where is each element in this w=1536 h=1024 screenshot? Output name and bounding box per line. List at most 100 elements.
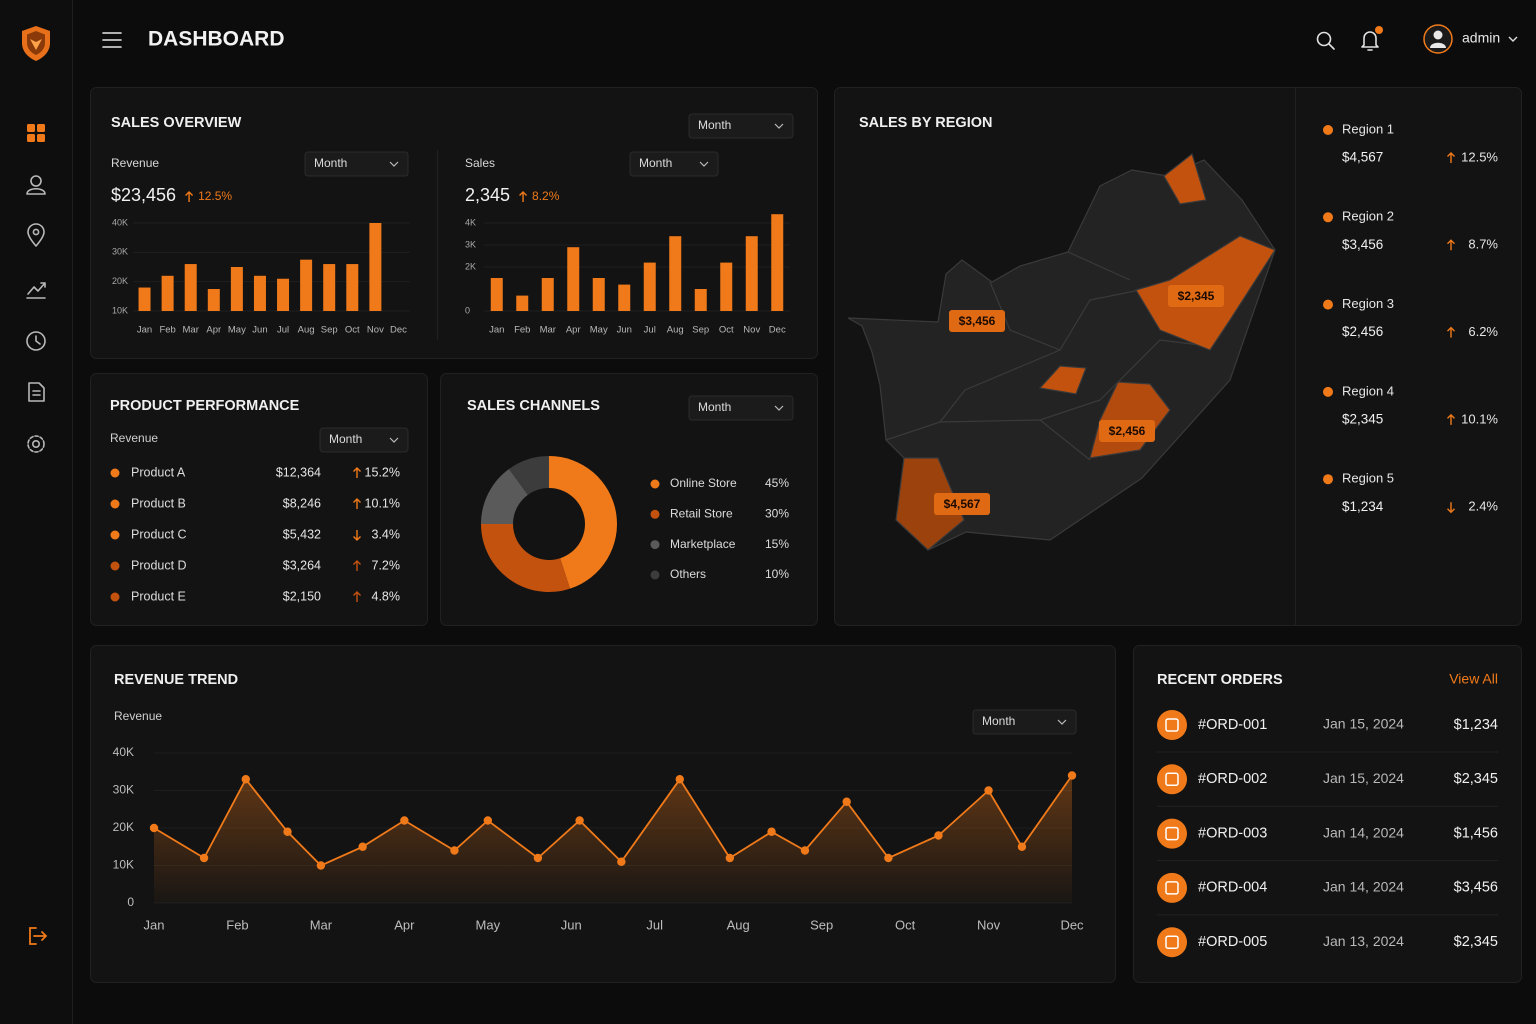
map-label-bg xyxy=(1168,285,1224,307)
recent-orders-panel xyxy=(1133,645,1522,983)
bar xyxy=(300,259,313,311)
menu-button[interactable] xyxy=(102,32,122,48)
point xyxy=(1017,842,1027,851)
trend-arrow xyxy=(1447,326,1455,338)
y-tick-label: 2K xyxy=(465,261,476,271)
x-tick-label: Dec xyxy=(769,325,786,336)
point xyxy=(575,816,584,825)
order-id: #ORD-003 xyxy=(1198,825,1267,841)
view-all-link[interactable]: View All xyxy=(1449,671,1498,687)
nav-history[interactable] xyxy=(26,331,46,351)
trend-arrow xyxy=(1447,413,1455,425)
x-tick-label: May xyxy=(228,325,246,336)
x-tick-label: Jan xyxy=(137,325,152,336)
legend-label: Marketplace xyxy=(670,537,736,551)
bar xyxy=(669,236,682,311)
x-tick-label: Mar xyxy=(183,325,199,336)
notifications-button[interactable] xyxy=(1361,26,1383,51)
y-tick-label: 4K xyxy=(465,217,476,227)
bar xyxy=(253,275,266,311)
bar xyxy=(771,214,784,311)
period-dropdown[interactable] xyxy=(688,113,794,139)
bar xyxy=(745,236,758,311)
product-value: $5,432 xyxy=(283,527,321,541)
legend-swatch xyxy=(650,479,660,489)
logo[interactable] xyxy=(22,26,50,61)
point xyxy=(241,775,250,784)
search-button[interactable] xyxy=(1316,31,1335,50)
period-dropdown[interactable] xyxy=(688,395,794,421)
region-change: 8.7% xyxy=(1468,237,1498,252)
order-icon-glyph xyxy=(1165,881,1179,895)
x-tick-label: Nov xyxy=(743,325,760,336)
trend-arrow xyxy=(353,530,361,541)
product-name: Product A xyxy=(131,465,186,479)
product-name: Product E xyxy=(131,589,186,603)
trend-arrow xyxy=(1447,239,1455,251)
x-tick-label: Apr xyxy=(394,917,415,932)
x-tick-label: Jan xyxy=(489,325,504,336)
bar xyxy=(643,262,656,311)
logout[interactable] xyxy=(29,927,48,945)
dropdown-chevron[interactable] xyxy=(699,161,709,167)
x-tick-label: Sep xyxy=(810,917,833,932)
donut-segment xyxy=(481,468,528,524)
trend-arrow xyxy=(185,191,194,202)
bar xyxy=(516,295,529,311)
order-id: #ORD-001 xyxy=(1198,717,1267,733)
nav-settings[interactable] xyxy=(27,435,45,453)
product-swatch xyxy=(110,530,120,540)
dropdown-chevron[interactable] xyxy=(774,405,784,411)
bar xyxy=(618,284,631,311)
region-change: 10.1% xyxy=(1461,411,1498,426)
point xyxy=(842,797,851,806)
order-icon-glyph xyxy=(1165,826,1179,841)
product-name: Product C xyxy=(131,527,187,541)
nav-analytics[interactable] xyxy=(26,282,46,299)
x-tick-label: Sep xyxy=(321,325,338,336)
nav-dashboard[interactable] xyxy=(27,124,45,142)
bar xyxy=(277,278,290,311)
period-dropdown[interactable] xyxy=(304,151,409,177)
x-tick-label: Dec xyxy=(1060,917,1084,932)
donut-segment xyxy=(549,456,617,589)
x-tick-label: Oct xyxy=(895,917,916,932)
user-avatar[interactable] xyxy=(1423,24,1453,54)
nav-location[interactable] xyxy=(27,223,45,247)
x-tick-label: Jan xyxy=(144,917,165,932)
x-tick-label: Mar xyxy=(540,325,556,336)
legend-swatch xyxy=(650,509,660,519)
period-dropdown[interactable] xyxy=(629,151,719,177)
dropdown-chevron[interactable] xyxy=(389,437,399,443)
order-id: #ORD-004 xyxy=(1198,880,1267,896)
map-label: $2,456 xyxy=(1109,424,1146,438)
point xyxy=(199,853,209,863)
x-tick-label: Feb xyxy=(159,325,175,336)
point xyxy=(400,816,409,825)
legend-label: Retail Store xyxy=(670,506,733,520)
region-value: $2,456 xyxy=(1342,324,1383,339)
product-swatch xyxy=(110,561,120,571)
bar xyxy=(720,262,733,311)
user-name[interactable]: admin xyxy=(1462,30,1500,46)
dropdown-label: Month xyxy=(329,432,362,446)
dropdown-chevron[interactable] xyxy=(1057,719,1067,725)
nav-users[interactable] xyxy=(26,175,46,195)
period-dropdown[interactable] xyxy=(319,427,409,453)
point xyxy=(934,831,943,840)
map-label-bg xyxy=(949,310,1005,332)
order-amount: $2,345 xyxy=(1454,934,1498,950)
panel-title: SALES BY REGION xyxy=(859,115,992,131)
trend-arrow xyxy=(1447,152,1455,163)
product-swatch xyxy=(110,499,120,509)
y-tick-label: 20K xyxy=(113,820,134,834)
nav-documents[interactable] xyxy=(28,382,45,402)
dropdown-chevron[interactable] xyxy=(774,123,784,129)
user-menu-chevron[interactable] xyxy=(1508,36,1518,42)
order-icon-glyph xyxy=(1165,772,1179,787)
period-dropdown[interactable] xyxy=(972,709,1077,735)
dropdown-chevron[interactable] xyxy=(389,161,399,167)
bar xyxy=(207,289,220,311)
metric-total: $23,456 xyxy=(111,185,176,205)
